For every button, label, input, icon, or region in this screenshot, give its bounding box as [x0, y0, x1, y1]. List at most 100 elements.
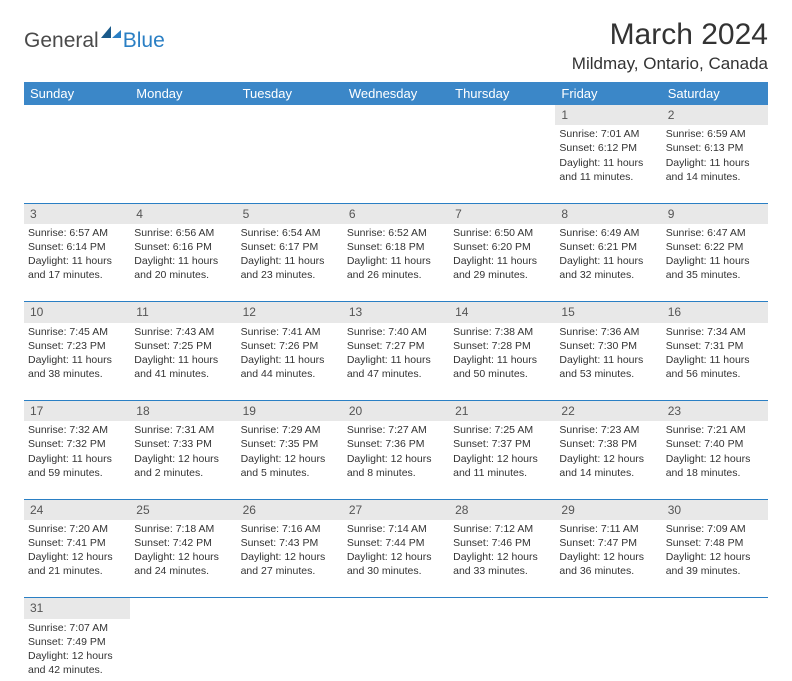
sunset-text: Sunset: 7:25 PM	[134, 339, 232, 353]
daylight-text: Daylight: 11 hours and 29 minutes.	[453, 254, 551, 282]
weekday-header: Tuesday	[237, 82, 343, 105]
sunset-text: Sunset: 7:43 PM	[241, 536, 339, 550]
day-cell	[130, 125, 236, 203]
day-number-row: 17181920212223	[24, 401, 768, 422]
sunset-text: Sunset: 7:37 PM	[453, 437, 551, 451]
day-number: 21	[449, 401, 555, 422]
day-cell: Sunrise: 7:20 AMSunset: 7:41 PMDaylight:…	[24, 520, 130, 598]
day-number: 11	[130, 302, 236, 323]
day-cell: Sunrise: 7:31 AMSunset: 7:33 PMDaylight:…	[130, 421, 236, 499]
sunrise-text: Sunrise: 6:47 AM	[666, 226, 764, 240]
day-cell: Sunrise: 6:52 AMSunset: 6:18 PMDaylight:…	[343, 224, 449, 302]
day-cell: Sunrise: 7:40 AMSunset: 7:27 PMDaylight:…	[343, 323, 449, 401]
day-number: 25	[130, 499, 236, 520]
day-number: 17	[24, 401, 130, 422]
sunset-text: Sunset: 6:22 PM	[666, 240, 764, 254]
weekday-header: Friday	[555, 82, 661, 105]
day-number: 6	[343, 203, 449, 224]
sunset-text: Sunset: 7:27 PM	[347, 339, 445, 353]
daylight-text: Daylight: 12 hours and 2 minutes.	[134, 452, 232, 480]
day-number: 8	[555, 203, 661, 224]
daylight-text: Daylight: 12 hours and 30 minutes.	[347, 550, 445, 578]
day-content-row: Sunrise: 7:07 AMSunset: 7:49 PMDaylight:…	[24, 619, 768, 681]
sunset-text: Sunset: 7:35 PM	[241, 437, 339, 451]
daylight-text: Daylight: 11 hours and 26 minutes.	[347, 254, 445, 282]
day-cell	[343, 125, 449, 203]
day-cell	[343, 619, 449, 681]
logo-text-general: General	[24, 29, 99, 53]
daylight-text: Daylight: 12 hours and 39 minutes.	[666, 550, 764, 578]
day-number	[662, 598, 768, 619]
sunset-text: Sunset: 6:21 PM	[559, 240, 657, 254]
sunrise-text: Sunrise: 7:41 AM	[241, 325, 339, 339]
day-cell: Sunrise: 7:29 AMSunset: 7:35 PMDaylight:…	[237, 421, 343, 499]
day-cell: Sunrise: 7:32 AMSunset: 7:32 PMDaylight:…	[24, 421, 130, 499]
sunset-text: Sunset: 7:47 PM	[559, 536, 657, 550]
page-header: General Blue March 2024 Mildmay, Ontario…	[24, 18, 768, 74]
logo: General Blue	[24, 24, 165, 57]
day-cell: Sunrise: 7:16 AMSunset: 7:43 PMDaylight:…	[237, 520, 343, 598]
daylight-text: Daylight: 12 hours and 33 minutes.	[453, 550, 551, 578]
day-number	[343, 598, 449, 619]
daylight-text: Daylight: 12 hours and 42 minutes.	[28, 649, 126, 677]
sunset-text: Sunset: 7:49 PM	[28, 635, 126, 649]
sunrise-text: Sunrise: 7:40 AM	[347, 325, 445, 339]
sunrise-text: Sunrise: 7:38 AM	[453, 325, 551, 339]
sunrise-text: Sunrise: 7:16 AM	[241, 522, 339, 536]
sunrise-text: Sunrise: 7:12 AM	[453, 522, 551, 536]
daylight-text: Daylight: 12 hours and 14 minutes.	[559, 452, 657, 480]
sunset-text: Sunset: 7:40 PM	[666, 437, 764, 451]
day-cell: Sunrise: 7:18 AMSunset: 7:42 PMDaylight:…	[130, 520, 236, 598]
day-number: 12	[237, 302, 343, 323]
day-number	[24, 105, 130, 125]
day-number: 1	[555, 105, 661, 125]
day-cell: Sunrise: 7:43 AMSunset: 7:25 PMDaylight:…	[130, 323, 236, 401]
sunrise-text: Sunrise: 7:34 AM	[666, 325, 764, 339]
daylight-text: Daylight: 11 hours and 44 minutes.	[241, 353, 339, 381]
month-title: March 2024	[572, 18, 768, 52]
sunrise-text: Sunrise: 7:27 AM	[347, 423, 445, 437]
weekday-header: Saturday	[662, 82, 768, 105]
daylight-text: Daylight: 11 hours and 11 minutes.	[559, 156, 657, 184]
day-number: 15	[555, 302, 661, 323]
sunset-text: Sunset: 7:30 PM	[559, 339, 657, 353]
daylight-text: Daylight: 11 hours and 59 minutes.	[28, 452, 126, 480]
day-cell: Sunrise: 6:47 AMSunset: 6:22 PMDaylight:…	[662, 224, 768, 302]
sunset-text: Sunset: 7:42 PM	[134, 536, 232, 550]
weekday-header-row: Sunday Monday Tuesday Wednesday Thursday…	[24, 82, 768, 105]
day-cell: Sunrise: 7:12 AMSunset: 7:46 PMDaylight:…	[449, 520, 555, 598]
sunrise-text: Sunrise: 7:25 AM	[453, 423, 551, 437]
daylight-text: Daylight: 11 hours and 47 minutes.	[347, 353, 445, 381]
sunset-text: Sunset: 6:20 PM	[453, 240, 551, 254]
day-cell	[555, 619, 661, 681]
day-cell: Sunrise: 7:34 AMSunset: 7:31 PMDaylight:…	[662, 323, 768, 401]
daylight-text: Daylight: 11 hours and 41 minutes.	[134, 353, 232, 381]
daylight-text: Daylight: 11 hours and 32 minutes.	[559, 254, 657, 282]
day-number: 23	[662, 401, 768, 422]
day-content-row: Sunrise: 6:57 AMSunset: 6:14 PMDaylight:…	[24, 224, 768, 302]
day-number	[237, 598, 343, 619]
day-cell: Sunrise: 7:21 AMSunset: 7:40 PMDaylight:…	[662, 421, 768, 499]
sunset-text: Sunset: 7:33 PM	[134, 437, 232, 451]
day-cell: Sunrise: 7:27 AMSunset: 7:36 PMDaylight:…	[343, 421, 449, 499]
daylight-text: Daylight: 12 hours and 18 minutes.	[666, 452, 764, 480]
sunrise-text: Sunrise: 6:54 AM	[241, 226, 339, 240]
day-number	[449, 598, 555, 619]
day-number: 26	[237, 499, 343, 520]
sunset-text: Sunset: 7:23 PM	[28, 339, 126, 353]
daylight-text: Daylight: 12 hours and 11 minutes.	[453, 452, 551, 480]
sunrise-text: Sunrise: 7:21 AM	[666, 423, 764, 437]
weekday-header: Monday	[130, 82, 236, 105]
sunrise-text: Sunrise: 7:20 AM	[28, 522, 126, 536]
sunrise-text: Sunrise: 7:36 AM	[559, 325, 657, 339]
daylight-text: Daylight: 11 hours and 17 minutes.	[28, 254, 126, 282]
sunrise-text: Sunrise: 6:49 AM	[559, 226, 657, 240]
sunrise-text: Sunrise: 7:11 AM	[559, 522, 657, 536]
day-number-row: 12	[24, 105, 768, 125]
sunset-text: Sunset: 6:12 PM	[559, 141, 657, 155]
sunset-text: Sunset: 7:36 PM	[347, 437, 445, 451]
weekday-header: Wednesday	[343, 82, 449, 105]
day-cell	[130, 619, 236, 681]
sunrise-text: Sunrise: 6:56 AM	[134, 226, 232, 240]
daylight-text: Daylight: 12 hours and 5 minutes.	[241, 452, 339, 480]
